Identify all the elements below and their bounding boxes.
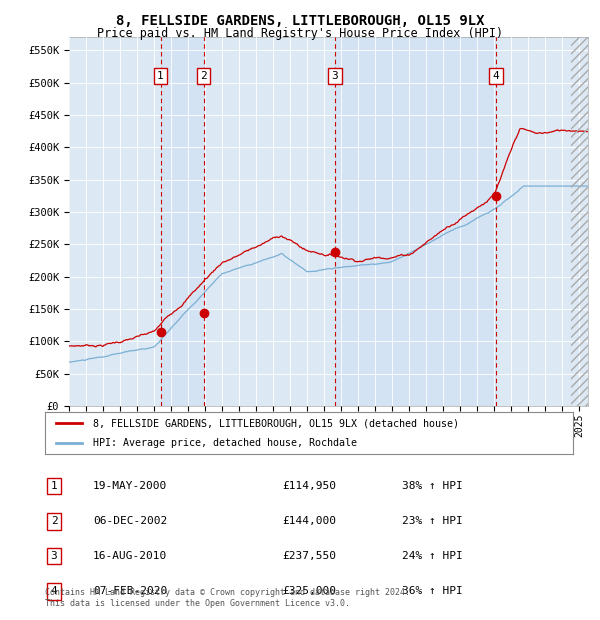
Text: 2: 2 — [50, 516, 58, 526]
Text: 19-MAY-2000: 19-MAY-2000 — [93, 481, 167, 491]
Text: 06-DEC-2002: 06-DEC-2002 — [93, 516, 167, 526]
Text: 4: 4 — [50, 587, 58, 596]
Text: 1: 1 — [157, 71, 164, 81]
Text: 3: 3 — [331, 71, 338, 81]
Text: Price paid vs. HM Land Registry's House Price Index (HPI): Price paid vs. HM Land Registry's House … — [97, 27, 503, 40]
Text: £325,000: £325,000 — [282, 587, 336, 596]
Text: 16-AUG-2010: 16-AUG-2010 — [93, 551, 167, 561]
Text: 4: 4 — [493, 71, 499, 81]
Bar — [335, 37, 496, 406]
Text: 1: 1 — [50, 481, 58, 491]
Text: 2: 2 — [200, 71, 207, 81]
Text: Contains HM Land Registry data © Crown copyright and database right 2024.
This d: Contains HM Land Registry data © Crown c… — [45, 588, 410, 608]
Text: £144,000: £144,000 — [282, 516, 336, 526]
Bar — [571, 37, 590, 406]
Text: 8, FELLSIDE GARDENS, LITTLEBOROUGH, OL15 9LX (detached house): 8, FELLSIDE GARDENS, LITTLEBOROUGH, OL15… — [92, 418, 458, 428]
Text: £114,950: £114,950 — [282, 481, 336, 491]
Text: 8, FELLSIDE GARDENS, LITTLEBOROUGH, OL15 9LX: 8, FELLSIDE GARDENS, LITTLEBOROUGH, OL15… — [116, 14, 484, 28]
Text: 24% ↑ HPI: 24% ↑ HPI — [402, 551, 463, 561]
Text: £237,550: £237,550 — [282, 551, 336, 561]
Text: 3: 3 — [50, 551, 58, 561]
Text: HPI: Average price, detached house, Rochdale: HPI: Average price, detached house, Roch… — [92, 438, 356, 448]
Text: 36% ↑ HPI: 36% ↑ HPI — [402, 587, 463, 596]
Text: 23% ↑ HPI: 23% ↑ HPI — [402, 516, 463, 526]
Text: 07-FEB-2020: 07-FEB-2020 — [93, 587, 167, 596]
Text: 38% ↑ HPI: 38% ↑ HPI — [402, 481, 463, 491]
Bar — [161, 37, 204, 406]
